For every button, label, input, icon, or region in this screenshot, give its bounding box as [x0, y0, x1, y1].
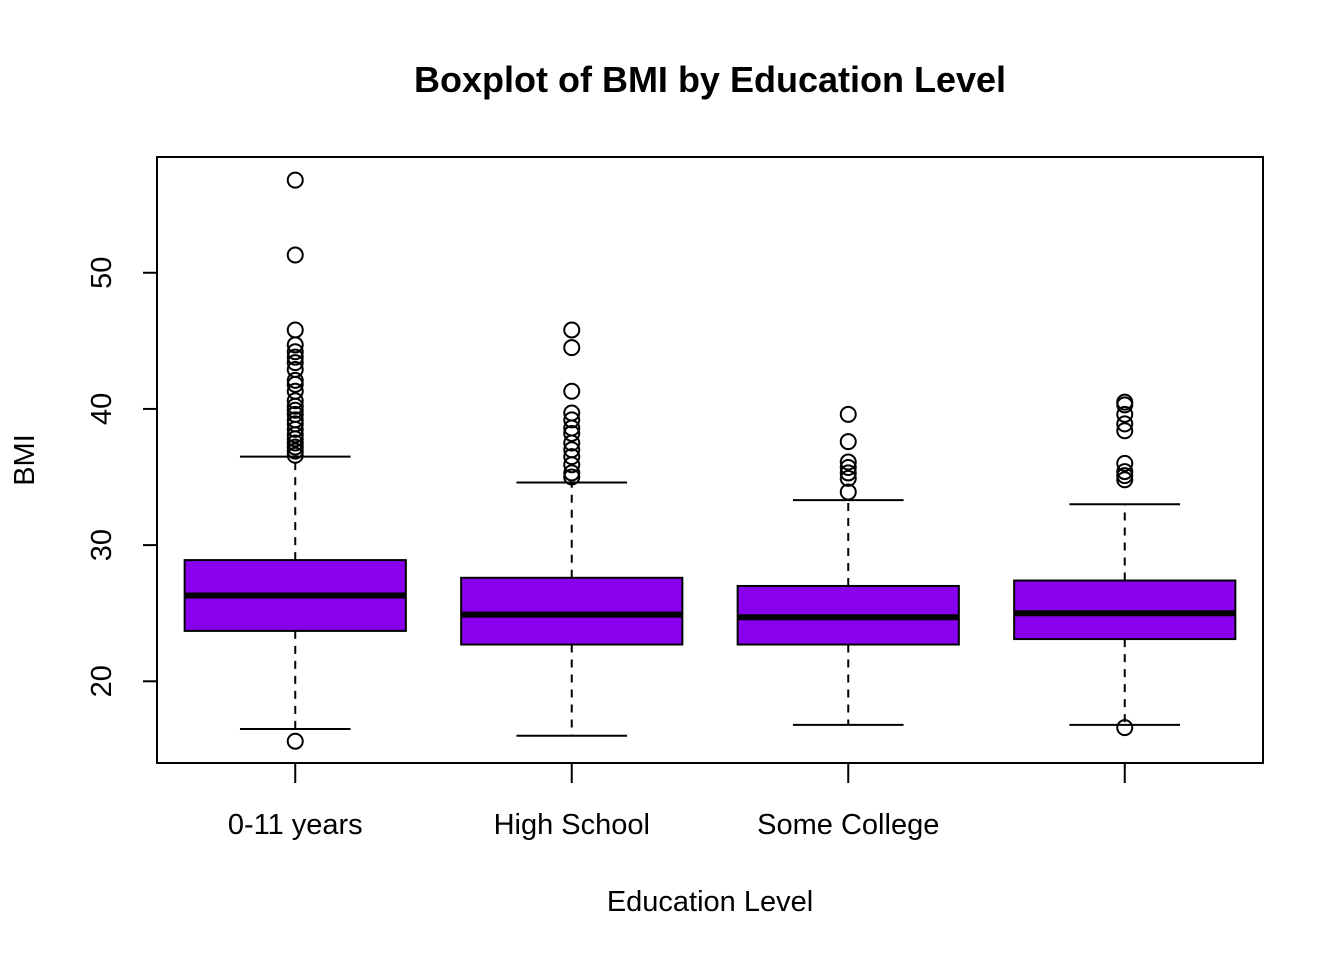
- box-group: [1013, 393, 1237, 737]
- outlier-point: [286, 442, 304, 460]
- y-axis-label: BMI: [9, 434, 41, 486]
- y-tick-label: 20: [86, 665, 118, 697]
- outlier-point: [563, 321, 581, 339]
- outlier-point: [839, 458, 857, 476]
- outlier-point: [563, 434, 581, 452]
- boxes-group: [183, 171, 1237, 750]
- outlier-point: [286, 321, 304, 339]
- x-tick-label: 0-11 years: [228, 809, 363, 841]
- outlier-point: [1116, 719, 1134, 737]
- outlier-point: [563, 448, 581, 466]
- outlier-point: [286, 371, 304, 389]
- box-group: [736, 405, 960, 726]
- outlier-point: [563, 468, 581, 486]
- outlier-point: [286, 434, 304, 452]
- box-group: [460, 321, 684, 737]
- x-tick-label: Some College: [757, 809, 939, 841]
- outlier-point: [286, 246, 304, 264]
- outlier-point: [839, 464, 857, 482]
- y-tick-label: 30: [86, 529, 118, 561]
- outlier-point: [286, 430, 304, 448]
- outlier-point: [286, 397, 304, 415]
- chart-title: Boxplot of BMI by Education Level: [414, 59, 1006, 100]
- outlier-point: [286, 446, 304, 464]
- x-axis: 0-11 years High School Some College: [228, 763, 1126, 841]
- outlier-point: [286, 354, 304, 372]
- outlier-point: [839, 453, 857, 471]
- outlier-point: [286, 732, 304, 750]
- outlier-point: [286, 426, 304, 444]
- outlier-point: [1116, 422, 1134, 440]
- outlier-point: [839, 433, 857, 451]
- outlier-point: [1116, 467, 1134, 485]
- outlier-point: [1116, 471, 1134, 489]
- iqr-box: [1013, 579, 1237, 641]
- outlier-point: [286, 420, 304, 438]
- box-group: [183, 171, 407, 750]
- outlier-point: [563, 464, 581, 482]
- outlier-point: [563, 382, 581, 400]
- outlier-point: [286, 401, 304, 419]
- y-tick-label: 40: [86, 393, 118, 425]
- outlier-point: [1116, 405, 1134, 423]
- outlier-point: [286, 348, 304, 366]
- outlier-point: [563, 339, 581, 357]
- outlier-point: [286, 392, 304, 410]
- outlier-point: [286, 438, 304, 456]
- x-tick-label: High School: [494, 809, 650, 841]
- plot-frame: [156, 156, 1264, 764]
- outlier-point: [563, 456, 581, 474]
- outlier-point: [839, 469, 857, 487]
- outlier-point: [1116, 454, 1134, 472]
- iqr-box: [460, 576, 684, 646]
- x-axis-label: Education Level: [607, 886, 813, 918]
- outlier-point: [563, 424, 581, 442]
- outlier-point: [286, 171, 304, 189]
- outlier-point: [563, 411, 581, 429]
- y-tick-label: 50: [86, 257, 118, 289]
- outlier-point: [286, 343, 304, 361]
- outlier-point: [839, 483, 857, 501]
- outlier-point: [839, 405, 857, 423]
- outlier-point: [1116, 396, 1134, 414]
- outlier-point: [1116, 415, 1134, 433]
- outlier-point: [286, 336, 304, 354]
- y-axis: 20 30 40 50: [86, 257, 157, 697]
- outlier-point: [286, 375, 304, 393]
- outlier-point: [1116, 463, 1134, 481]
